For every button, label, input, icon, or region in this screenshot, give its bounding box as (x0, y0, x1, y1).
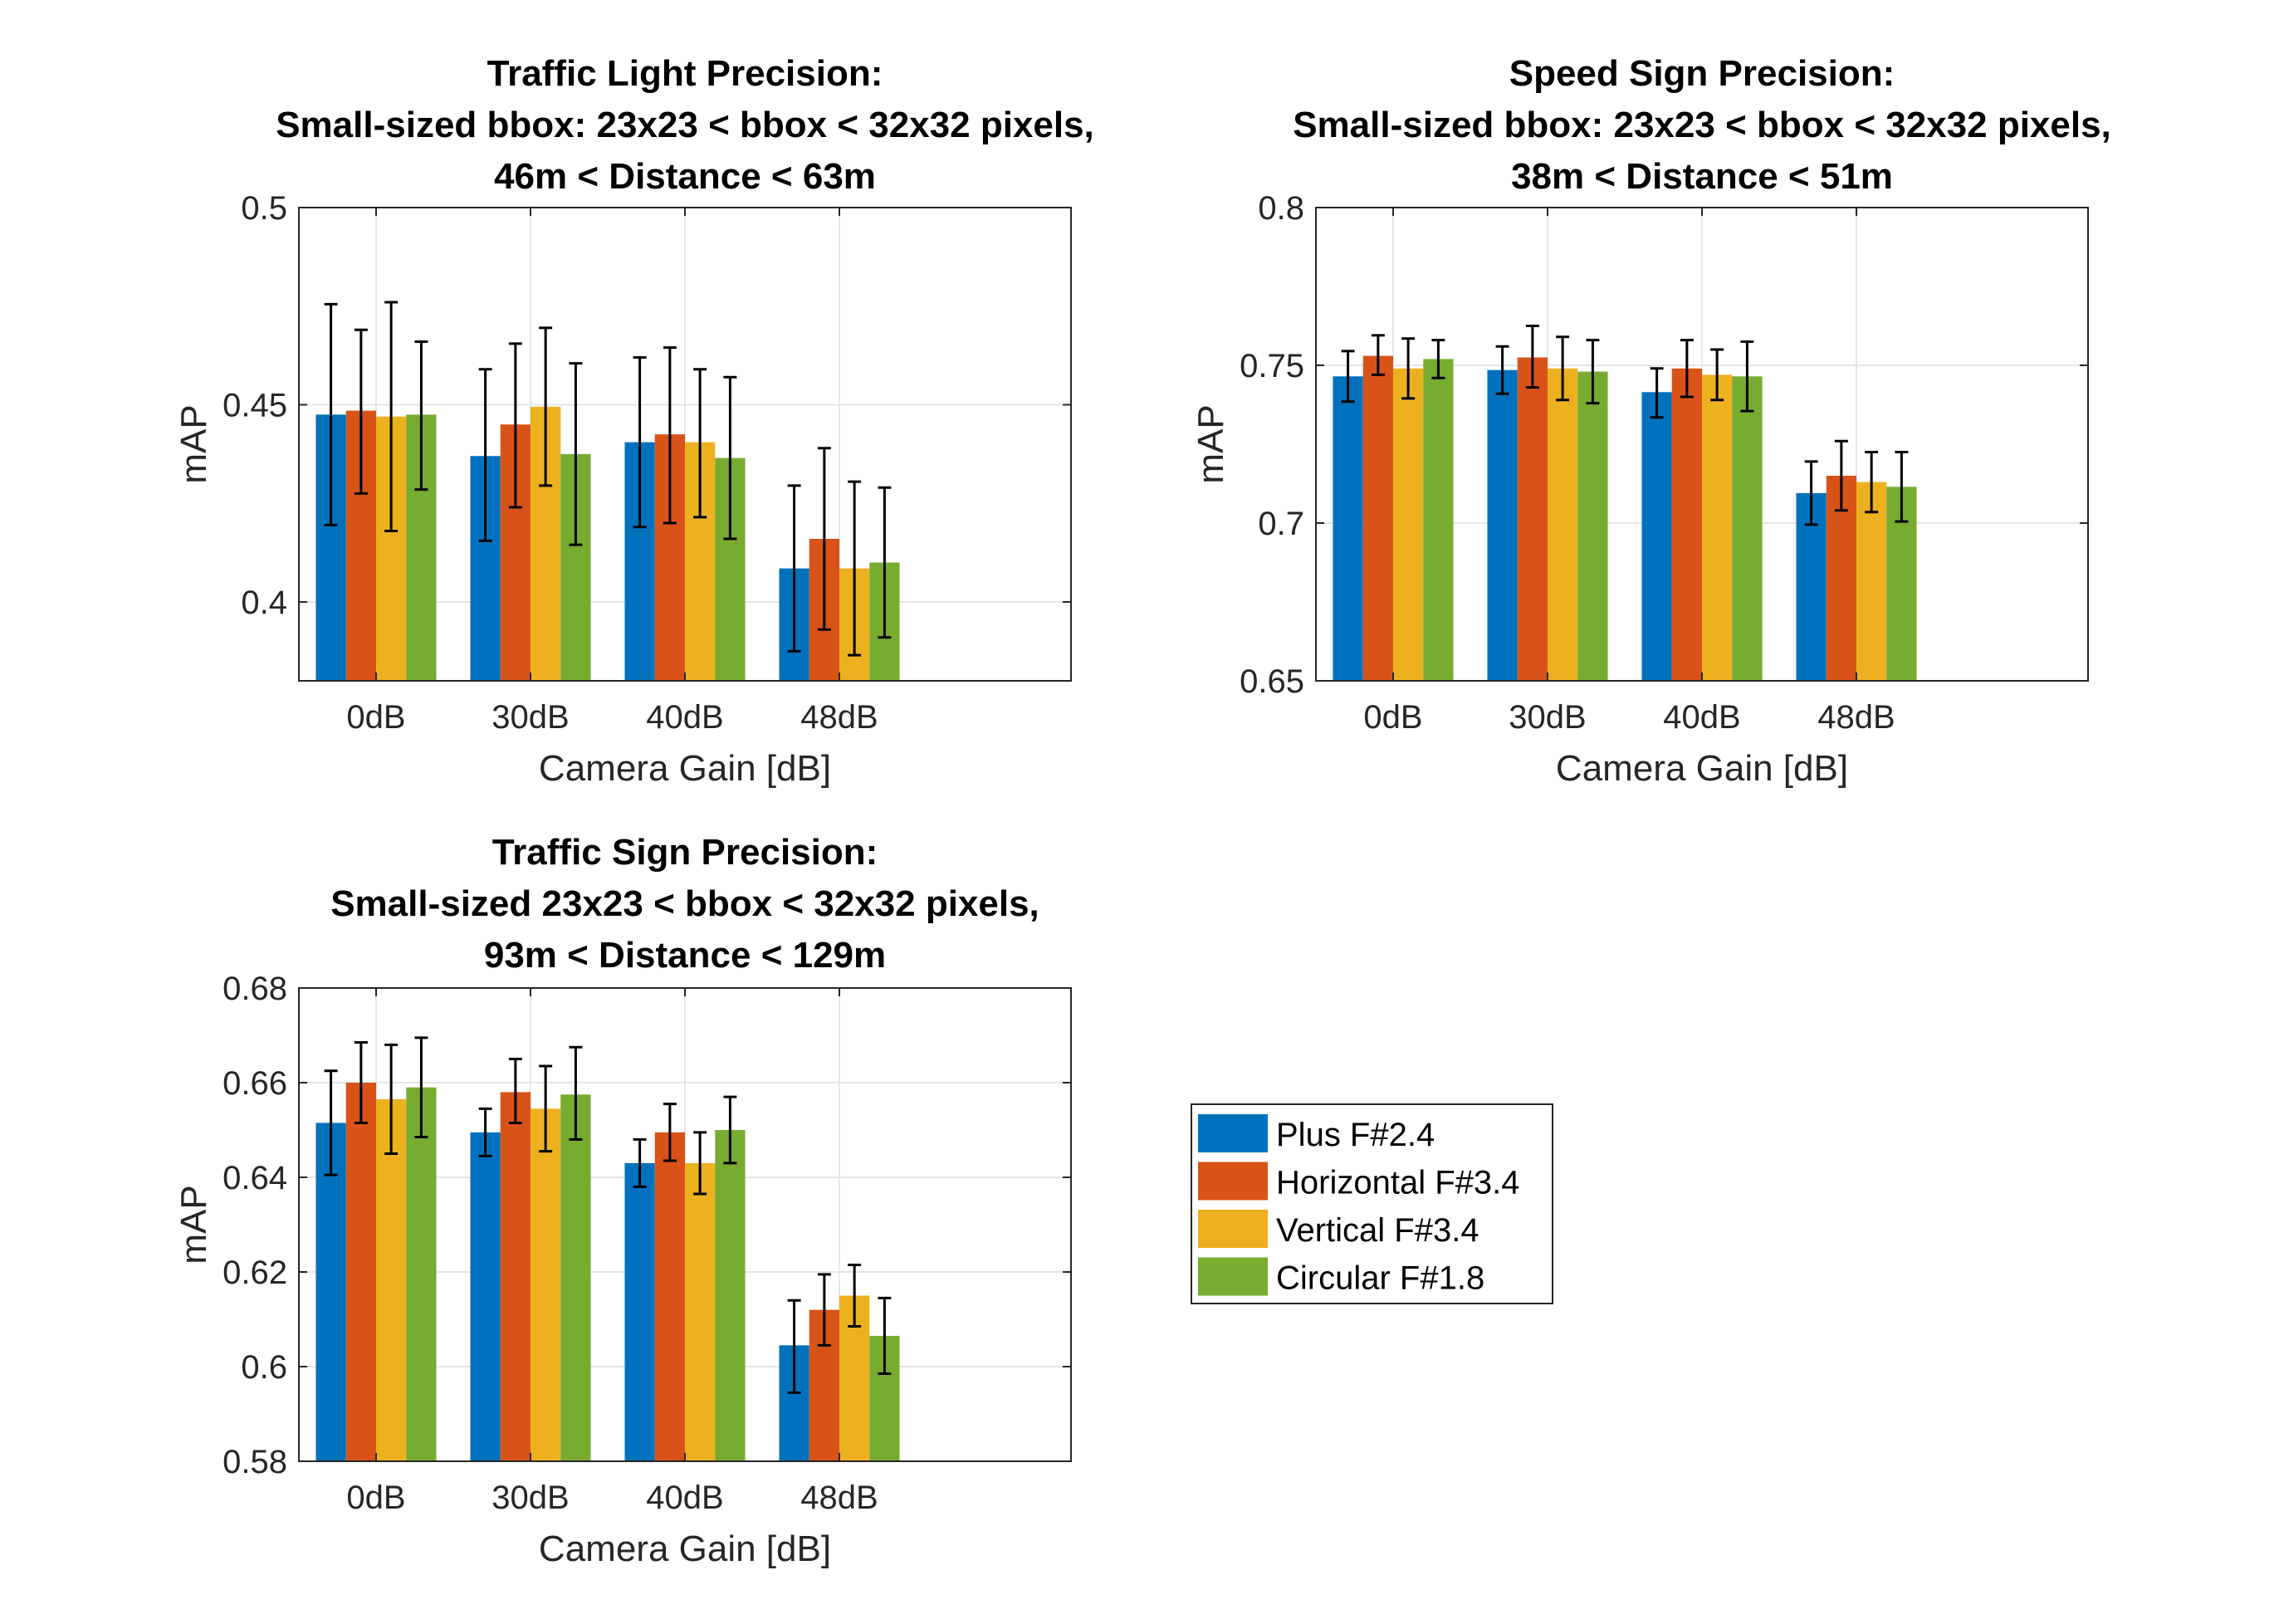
chart-title-line: 93m < Distance < 129m (484, 935, 886, 976)
bar (345, 1083, 376, 1461)
bar (654, 1132, 685, 1461)
chart-title-line: 46m < Distance < 63m (494, 156, 876, 197)
x-tick-label: 30dB (1509, 699, 1586, 736)
chart-title-line: Traffic Light Precision: (487, 53, 883, 94)
x-tick-label: 0dB (346, 699, 405, 736)
y-tick-label: 0.8 (1258, 190, 1304, 227)
y-tick-label: 0.4 (241, 585, 287, 621)
x-tick-label: 0dB (1363, 699, 1422, 736)
speed-sign-precision-chart: 0.65 0.7 0.75 0.8 0dB 30dB 40dB 48dB Camera Gain… (1191, 53, 2111, 789)
x-axis-label: Camera Gain [dB] (539, 748, 831, 789)
bar (500, 1092, 531, 1461)
legend: Plus F#2.4 Horizontal F#3.4 Vertical F#3.4… (1191, 1103, 1553, 1304)
bar (1548, 368, 1578, 681)
x-tick-label: 30dB (492, 1480, 569, 1516)
y-tick-label: 0.68 (223, 971, 287, 1007)
legend-swatch (1198, 1162, 1268, 1201)
bar (531, 1108, 561, 1461)
bar (560, 1094, 591, 1461)
bar (1423, 359, 1454, 681)
legend-swatch (1198, 1257, 1268, 1296)
traffic-light-precision-chart: 0.4 0.45 0.5 0dB 30dB 40dB 48dB Camera Gain [dB… (174, 53, 1094, 789)
bar (1517, 357, 1548, 681)
x-tick-label: 48dB (1817, 699, 1895, 736)
bar (1487, 369, 1518, 681)
y-tick-label: 0.5 (241, 190, 287, 227)
legend-swatch (1198, 1114, 1268, 1152)
chart-title-line: Small-sized bbox: 23x23 < bbox < 32x32 p… (1293, 105, 2111, 145)
x-tick-label: 30dB (492, 699, 569, 736)
bar (406, 1087, 437, 1461)
bar (1577, 371, 1608, 681)
x-tick-label: 40dB (1663, 699, 1740, 736)
x-tick-label: 0dB (346, 1480, 405, 1516)
y-axis-label: mAP (174, 404, 214, 483)
chart-title-line: Small-sized 23x23 < bbox < 32x32 pixels, (330, 883, 1039, 924)
bar (1702, 374, 1733, 681)
legend-label: Vertical F#3.4 (1276, 1212, 1479, 1249)
y-axis-label: mAP (174, 1185, 214, 1264)
bar (1732, 376, 1763, 681)
y-tick-label: 0.65 (1240, 663, 1304, 700)
chart-title-line: 38m < Distance < 51m (1511, 156, 1893, 197)
bar (624, 1162, 655, 1461)
bar (685, 1162, 716, 1461)
y-tick-label: 0.75 (1240, 348, 1304, 384)
x-tick-label: 48dB (800, 1480, 878, 1516)
legend-label: Plus F#2.4 (1276, 1117, 1435, 1153)
chart-title-line: Speed Sign Precision: (1509, 53, 1895, 94)
y-tick-label: 0.58 (223, 1444, 287, 1480)
x-tick-label: 40dB (646, 1480, 723, 1516)
x-axis-label: Camera Gain [dB] (1556, 748, 1848, 789)
legend-label: Horizontal F#3.4 (1276, 1165, 1519, 1201)
bar (1393, 368, 1424, 681)
x-tick-label: 48dB (800, 699, 878, 736)
legend-label: Circular F#1.8 (1276, 1260, 1484, 1297)
y-tick-label: 0.6 (241, 1349, 287, 1386)
y-tick-label: 0.7 (1258, 506, 1304, 542)
bar (315, 1123, 346, 1461)
bar (1333, 376, 1363, 681)
y-tick-label: 0.66 (223, 1065, 287, 1102)
legend-swatch (1198, 1210, 1268, 1248)
bar (1671, 368, 1702, 681)
bar (470, 1132, 501, 1461)
bar (1362, 355, 1393, 681)
bar (1856, 482, 1887, 681)
x-tick-label: 40dB (646, 699, 723, 736)
y-tick-label: 0.45 (223, 388, 287, 424)
traffic-sign-precision-chart: 0.58 0.6 0.62 0.64 0.66 0.68 0dB 30dB 40dB 48dB Ca… (174, 832, 1072, 1569)
bar (715, 1130, 746, 1461)
chart-title-line: Traffic Sign Precision: (492, 832, 878, 873)
chart-title-line: Small-sized bbox: 23x23 < bbox < 32x32 p… (276, 105, 1094, 145)
y-tick-label: 0.64 (223, 1160, 287, 1196)
bar (1641, 392, 1672, 681)
y-tick-label: 0.62 (223, 1255, 287, 1291)
bar (376, 1098, 407, 1461)
x-axis-label: Camera Gain [dB] (539, 1529, 831, 1569)
y-axis-label: mAP (1191, 404, 1231, 483)
